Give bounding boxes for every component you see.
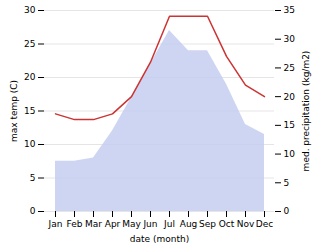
svg-text:date (month): date (month) (130, 234, 189, 244)
svg-text:max temp (C): max temp (C) (9, 80, 19, 142)
svg-text:25: 25 (24, 39, 35, 49)
svg-text:Jul: Jul (163, 219, 175, 229)
svg-text:35: 35 (284, 5, 295, 15)
svg-text:15: 15 (24, 106, 35, 116)
svg-text:10: 10 (24, 139, 36, 149)
svg-text:15: 15 (284, 120, 295, 130)
svg-text:Apr: Apr (105, 219, 121, 229)
svg-text:Feb: Feb (67, 219, 83, 229)
svg-text:0: 0 (284, 206, 290, 216)
svg-text:10: 10 (284, 149, 296, 159)
svg-text:med. precipitation (kg/m2): med. precipitation (kg/m2) (301, 51, 311, 172)
svg-text:May: May (122, 219, 141, 229)
svg-text:25: 25 (284, 63, 295, 73)
svg-text:0: 0 (30, 206, 36, 216)
svg-text:Jun: Jun (142, 219, 157, 229)
svg-text:5: 5 (284, 178, 290, 188)
svg-text:5: 5 (30, 173, 36, 183)
svg-text:20: 20 (284, 92, 296, 102)
svg-text:Aug: Aug (180, 219, 198, 229)
svg-text:20: 20 (24, 72, 36, 82)
svg-text:Sep: Sep (199, 219, 216, 229)
svg-text:Oct: Oct (219, 219, 235, 229)
svg-text:Mar: Mar (85, 219, 102, 229)
svg-text:Jan: Jan (48, 219, 63, 229)
svg-text:30: 30 (284, 34, 296, 44)
svg-text:Nov: Nov (237, 219, 255, 229)
svg-text:30: 30 (24, 5, 36, 15)
svg-text:Dec: Dec (256, 219, 273, 229)
